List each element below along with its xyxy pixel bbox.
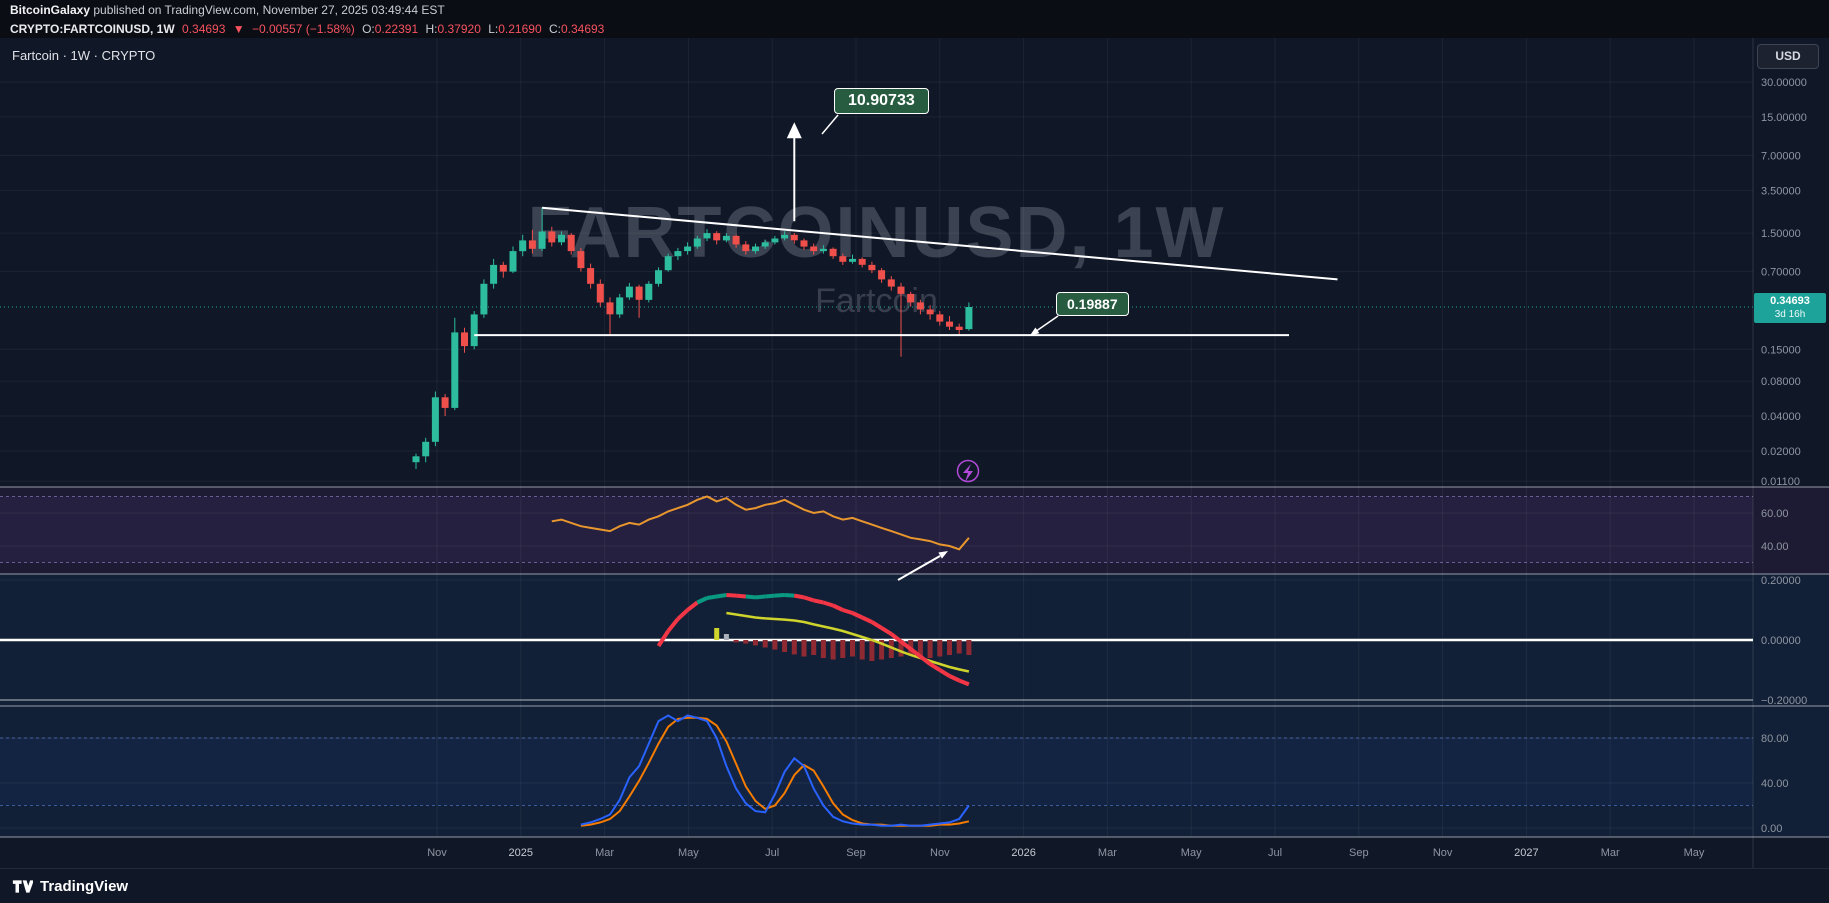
- close-value: 0.34693: [560, 22, 605, 36]
- currency-usd-button[interactable]: USD: [1757, 44, 1819, 69]
- svg-text:40.00: 40.00: [1761, 541, 1789, 553]
- svg-text:2026: 2026: [1011, 847, 1035, 859]
- svg-text:2025: 2025: [509, 847, 533, 859]
- footer-bar: TradingView: [0, 868, 1829, 903]
- svg-text:40.00: 40.00: [1761, 778, 1789, 790]
- footer-brand-text: TradingView: [40, 878, 129, 895]
- author-name: BitcoinGalaxy: [10, 3, 91, 17]
- low-value: 0.21690: [498, 22, 542, 36]
- svg-text:7.00000: 7.00000: [1761, 150, 1801, 162]
- svg-text:1.50000: 1.50000: [1761, 228, 1801, 240]
- time-axis-bg: [0, 837, 1829, 868]
- open-value: 0.22391: [374, 22, 419, 36]
- price-target-label[interactable]: 10.90733: [834, 88, 929, 114]
- svg-text:0.00000: 0.00000: [1761, 635, 1801, 647]
- svg-text:−0.20000: −0.20000: [1761, 695, 1807, 707]
- symbol-title: CRYPTO:FARTCOINUSD, 1W: [10, 22, 175, 36]
- svg-text:0.01100: 0.01100: [1761, 476, 1800, 488]
- svg-text:0.15000: 0.15000: [1761, 344, 1801, 356]
- bar-countdown: 3d 16h: [1774, 309, 1806, 320]
- svg-text:80.00: 80.00: [1761, 733, 1789, 745]
- svg-text:Jul: Jul: [1268, 847, 1282, 859]
- svg-text:May: May: [1181, 847, 1202, 859]
- svg-text:60.00: 60.00: [1761, 508, 1789, 520]
- price-change: −0.00557 (−1.58%): [251, 22, 355, 36]
- chart-legend[interactable]: Fartcoin · 1W · CRYPTO: [12, 48, 156, 63]
- close-label: C:: [548, 22, 561, 36]
- svg-text:Jul: Jul: [765, 847, 779, 859]
- svg-text:Sep: Sep: [1349, 847, 1369, 859]
- svg-text:2027: 2027: [1514, 847, 1538, 859]
- publish-header: BitcoinGalaxy published on TradingView.c…: [0, 0, 1829, 20]
- chart-canvas[interactable]: Nov 2025 Mar May Jul Sep Nov 2026 Mar May Jul Sep No…: [0, 38, 1829, 868]
- symbol-legend-bar: CRYPTO:FARTCOINUSD, 1W 0.34693 ▼ −0.0055…: [0, 20, 1829, 38]
- publish-info: published on TradingView.com, November 2…: [90, 3, 445, 17]
- lightning-icon[interactable]: [956, 459, 980, 483]
- support-price-label[interactable]: 0.19887: [1056, 292, 1129, 316]
- svg-text:Nov: Nov: [427, 847, 447, 859]
- svg-text:0.00: 0.00: [1761, 823, 1782, 835]
- svg-text:3.50000: 3.50000: [1761, 185, 1801, 197]
- svg-text:0.08000: 0.08000: [1761, 376, 1801, 388]
- low-label: L:: [488, 22, 499, 36]
- svg-text:0.70000: 0.70000: [1761, 267, 1801, 279]
- svg-text:Nov: Nov: [930, 847, 950, 859]
- svg-text:May: May: [1684, 847, 1705, 859]
- direction-icon: ▼: [232, 22, 245, 36]
- high-label: H:: [425, 22, 438, 36]
- svg-text:Nov: Nov: [1433, 847, 1453, 859]
- stoch-pane-bg: [0, 706, 1829, 837]
- svg-text:0.20000: 0.20000: [1761, 575, 1801, 587]
- open-label: O:: [362, 22, 375, 36]
- svg-text:May: May: [678, 847, 699, 859]
- svg-text:Mar: Mar: [1098, 847, 1117, 859]
- rsi-pane-bg: [0, 487, 1829, 574]
- svg-text:15.00000: 15.00000: [1761, 112, 1807, 124]
- svg-text:Mar: Mar: [595, 847, 614, 859]
- svg-text:0.04000: 0.04000: [1761, 411, 1801, 423]
- svg-text:0.02000: 0.02000: [1761, 446, 1801, 458]
- last-price: 0.34693: [182, 22, 226, 36]
- svg-text:30.00000: 30.00000: [1761, 77, 1807, 89]
- badge-price: 0.34693: [1770, 295, 1810, 307]
- svg-text:Mar: Mar: [1601, 847, 1620, 859]
- tradingview-logo[interactable]: TradingView: [12, 876, 128, 897]
- svg-text:Sep: Sep: [846, 847, 866, 859]
- high-value: 0.37920: [437, 22, 481, 36]
- current-price-badge: 0.34693 3d 16h: [1754, 293, 1826, 323]
